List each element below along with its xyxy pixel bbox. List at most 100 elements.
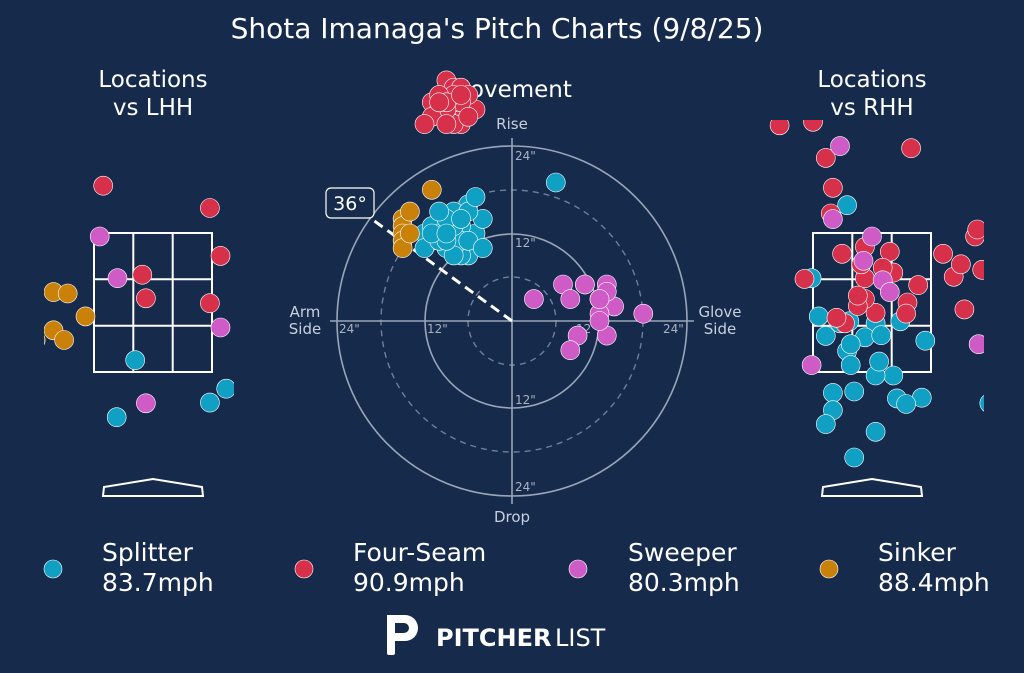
lhh-point-splitter bbox=[125, 350, 145, 371]
legend-marker-sweeper bbox=[568, 559, 588, 579]
lhh-title-line2: vs LHH bbox=[113, 95, 193, 121]
lhh-point-sinker bbox=[54, 330, 74, 350]
rhh-point-four-seam bbox=[865, 303, 886, 323]
legend-marker-four-seam bbox=[294, 559, 314, 579]
rhh-point-sweeper bbox=[823, 209, 843, 229]
rhh-point-four-seam bbox=[987, 269, 1006, 288]
movement-point-four-seam bbox=[436, 114, 457, 134]
rhh-point-sweeper bbox=[862, 226, 882, 247]
movement-point-sweeper bbox=[589, 289, 610, 309]
rhh-point-sweeper bbox=[853, 250, 874, 271]
rhh-point-splitter bbox=[815, 326, 836, 346]
rhh-point-four-seam bbox=[847, 285, 868, 306]
arm-angle-label-box bbox=[325, 187, 375, 219]
ring-label-bottom-12: 12" bbox=[515, 393, 536, 407]
rhh-point-four-seam bbox=[901, 138, 921, 158]
ring-label-bottom-24: 24" bbox=[515, 480, 536, 494]
movement-point-splitter bbox=[465, 187, 486, 207]
movement-point-four-seam bbox=[451, 85, 471, 105]
movement-point-sinker bbox=[421, 180, 442, 200]
drop-label: Drop bbox=[494, 508, 530, 526]
rhh-point-four-seam bbox=[908, 275, 929, 295]
ring-label-right-24: 24" bbox=[663, 322, 684, 336]
rhh-point-four-seam bbox=[832, 244, 852, 264]
legend-marker-sinker bbox=[819, 559, 839, 579]
ring-label-left-12: 12" bbox=[427, 322, 448, 336]
rhh-point-sweeper bbox=[801, 355, 822, 375]
lhh-home-plate bbox=[101, 477, 205, 497]
arm-angle-label: 36° bbox=[333, 193, 367, 215]
rhh-point-splitter bbox=[837, 195, 857, 215]
arm-side-label-line2: Side bbox=[289, 320, 321, 338]
ring-label-left-24: 24" bbox=[339, 322, 360, 336]
rhh-point-splitter bbox=[840, 334, 861, 355]
movement-point-four-seam bbox=[429, 92, 449, 113]
legend-marker-splitter bbox=[43, 559, 63, 579]
lhh-point-splitter bbox=[254, 399, 273, 418]
lhh-point-sinker bbox=[75, 306, 96, 327]
movement-point-splitter bbox=[472, 238, 493, 258]
rhh-point-splitter bbox=[823, 383, 843, 403]
lhh-point-four-seam bbox=[132, 264, 153, 285]
movement-point-four-seam bbox=[414, 114, 435, 134]
legend-name-splitter: Splitter bbox=[102, 538, 194, 567]
rhh-point-four-seam bbox=[896, 303, 916, 324]
lhh-point-sinker bbox=[57, 283, 78, 304]
lhh-point-four-seam bbox=[93, 175, 113, 196]
legend-name-sinker: Sinker bbox=[878, 538, 957, 567]
rhh-title-line2: vs RHH bbox=[830, 95, 913, 121]
rhh-home-plate bbox=[820, 477, 924, 497]
rhh-point-four-seam bbox=[823, 178, 843, 198]
ring-label-top-12: 12" bbox=[515, 236, 536, 250]
glove-side-label-line2: Side bbox=[704, 320, 736, 338]
movement-point-splitter bbox=[545, 172, 566, 193]
rhh-point-four-seam bbox=[794, 269, 815, 289]
pitcherlist-logo-icon bbox=[387, 615, 418, 655]
pitcherlist-logo-bold: PITCHER bbox=[436, 624, 551, 652]
rhh-point-four-seam bbox=[933, 244, 953, 264]
rhh-point-splitter bbox=[915, 330, 936, 351]
rhh-point-splitter bbox=[840, 355, 861, 375]
lhh-point-four-seam bbox=[136, 288, 156, 309]
lhh-point-sweeper bbox=[243, 331, 262, 350]
rhh-point-splitter bbox=[808, 306, 829, 327]
movement-points bbox=[392, 70, 654, 361]
rhh-point-four-seam bbox=[951, 254, 971, 275]
rhh-point-splitter bbox=[869, 351, 889, 372]
lhh-location-points bbox=[44, 175, 273, 428]
rhh-point-four-seam bbox=[815, 148, 836, 168]
legend-speed-sinker: 88.4mph bbox=[878, 568, 990, 597]
chart-title: Shota Imanaga's Pitch Charts (9/8/25) bbox=[231, 12, 764, 45]
lhh-point-four-seam bbox=[210, 246, 231, 266]
rhh-point-splitter bbox=[883, 365, 904, 386]
legend-speed-splitter: 83.7mph bbox=[102, 568, 214, 597]
movement-point-sweeper bbox=[589, 311, 610, 331]
lhh-point-four-seam bbox=[200, 293, 220, 314]
movement-point-splitter bbox=[436, 223, 457, 244]
ring-label-top-24: 24" bbox=[515, 149, 536, 163]
rhh-point-four-seam bbox=[967, 219, 984, 240]
lhh-point-sweeper bbox=[210, 317, 231, 338]
rise-label: Rise bbox=[496, 115, 528, 133]
movement-point-sweeper bbox=[633, 303, 654, 324]
lhh-title-line1: Locations bbox=[98, 67, 207, 93]
rhh-title-line1: Locations bbox=[817, 67, 926, 93]
arm-side-label-line1: Arm bbox=[290, 303, 321, 321]
lhh-point-four-seam bbox=[200, 198, 220, 218]
movement-point-splitter bbox=[429, 201, 449, 222]
lhh-point-sweeper bbox=[107, 268, 128, 289]
rhh-point-four-seam bbox=[972, 260, 984, 280]
rhh-point-sweeper bbox=[968, 334, 984, 354]
rhh-point-four-seam bbox=[826, 307, 847, 328]
rhh-point-splitter bbox=[815, 414, 836, 434]
legend: Splitter 83.7mph Four-Seam 90.9mph Sweep… bbox=[43, 538, 990, 597]
rhh-point-splitter bbox=[865, 421, 886, 442]
lhh-point-splitter bbox=[106, 407, 127, 428]
rhh-point-splitter bbox=[844, 381, 865, 402]
rhh-point-splitter bbox=[979, 395, 984, 412]
pitcherlist-logo: PITCHER LIST bbox=[387, 615, 606, 655]
movement-point-four-seam bbox=[458, 107, 479, 127]
rhh-point-sweeper bbox=[830, 136, 850, 156]
rhh-point-splitter bbox=[844, 447, 865, 468]
